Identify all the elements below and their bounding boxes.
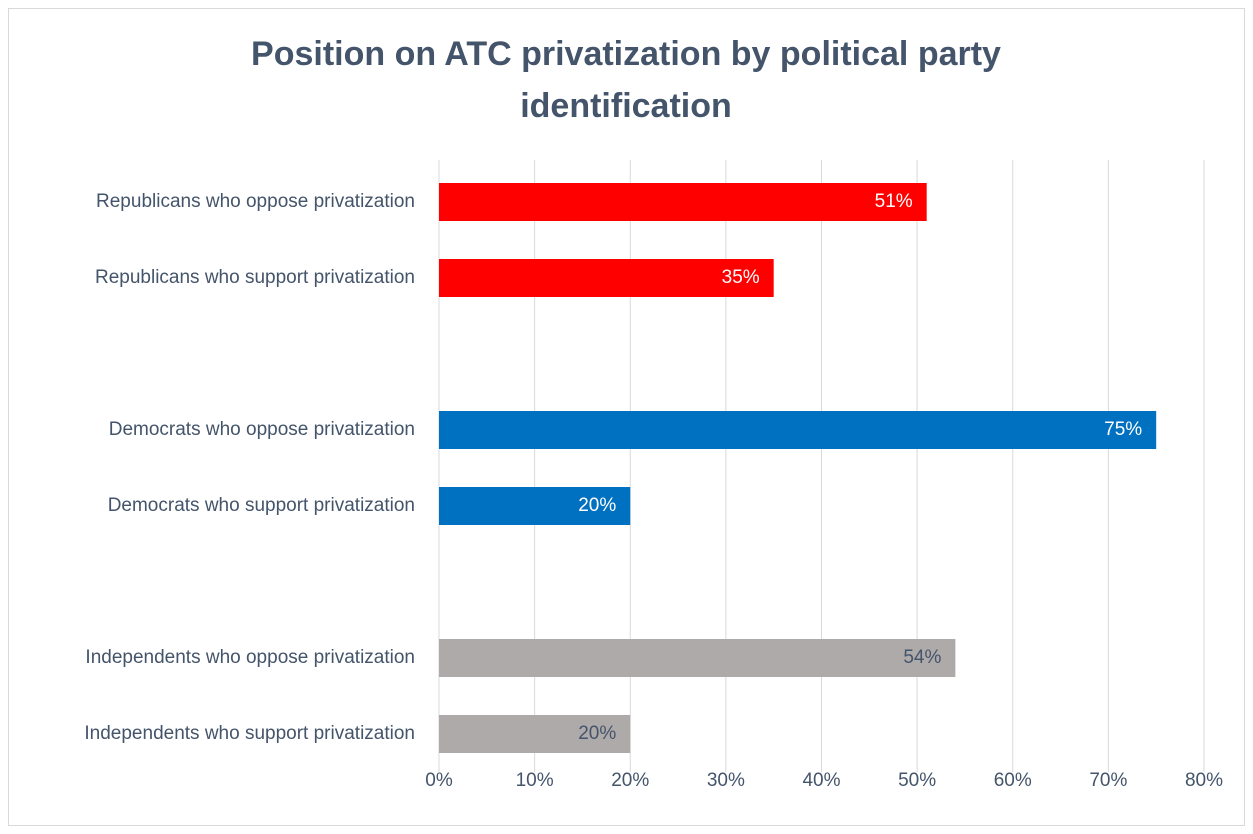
y-tick-label: Independents who support privatization: [84, 723, 415, 744]
y-tick-label: Independents who oppose privatization: [85, 647, 415, 668]
x-tick-label: 80%: [1185, 770, 1223, 791]
x-tick-label: 20%: [611, 770, 649, 791]
y-tick-label: Democrats who oppose privatization: [109, 419, 415, 440]
bar: [439, 487, 631, 525]
y-tick-label: Republicans who oppose privatization: [96, 191, 415, 212]
chart-title: Position on ATC privatization by politic…: [251, 35, 1001, 125]
x-tick-label: 10%: [516, 770, 554, 791]
bar: [439, 639, 956, 677]
y-tick-label: Republicans who support privatization: [95, 267, 415, 288]
data-label: 20%: [578, 495, 616, 516]
bar: [439, 183, 927, 221]
x-tick-label: 50%: [898, 770, 936, 791]
data-label: 75%: [1104, 419, 1142, 440]
x-tick-label: 0%: [425, 770, 453, 791]
bar: [439, 259, 774, 297]
x-tick-label: 70%: [1089, 770, 1127, 791]
data-label: 35%: [722, 267, 760, 288]
x-tick-label: 60%: [994, 770, 1032, 791]
data-label: 20%: [578, 723, 616, 744]
x-tick-label: 30%: [707, 770, 745, 791]
y-tick-label: Democrats who support privatization: [108, 495, 415, 516]
data-label: 54%: [903, 647, 941, 668]
bar: [439, 715, 631, 753]
data-label: 51%: [875, 191, 913, 212]
x-tick-label: 40%: [802, 770, 840, 791]
bar: [439, 411, 1157, 449]
